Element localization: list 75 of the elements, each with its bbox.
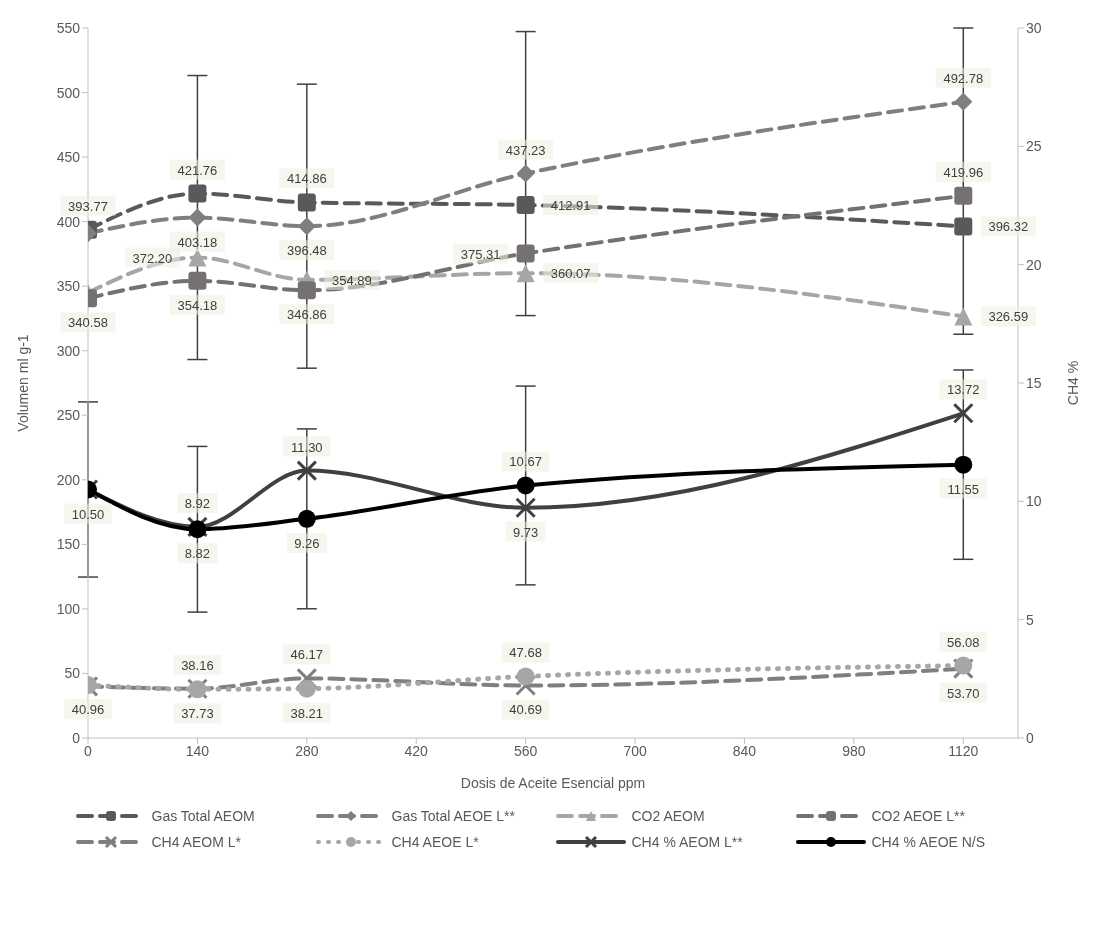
- data-label: 326.59: [988, 309, 1029, 325]
- x-tick-label: 0: [84, 742, 93, 759]
- y2-tick-label: 0: [1026, 729, 1034, 746]
- legend-label: CO2 AEOM: [631, 808, 705, 824]
- data-label: 360.07: [550, 266, 591, 282]
- data-label: 11.55: [947, 481, 980, 497]
- y-tick-label: 400: [56, 213, 81, 230]
- data-label: 37.73: [181, 706, 214, 722]
- data-label: 13.72: [947, 382, 980, 398]
- data-label: 375.31: [460, 246, 501, 262]
- y2-tick-label: 5: [1026, 611, 1034, 628]
- data-label: 396.48: [286, 243, 327, 259]
- y-tick-label: 200: [56, 471, 81, 488]
- data-label: 40.96: [71, 702, 105, 718]
- data-label: 414.86: [286, 171, 327, 187]
- data-label: 403.18: [177, 234, 218, 250]
- y-tick-label: 550: [56, 19, 81, 36]
- x-tick-label: 1120: [948, 742, 979, 759]
- data-label: 9.26: [294, 535, 320, 551]
- data-label: 393.77: [68, 198, 108, 214]
- y2-tick-label: 20: [1026, 256, 1042, 273]
- y-tick-label: 300: [56, 342, 81, 359]
- x-tick-label: 560: [513, 742, 538, 759]
- data-label: 56.08: [947, 634, 980, 650]
- data-label: 40.69: [509, 702, 542, 718]
- data-label: 10.67: [509, 454, 542, 470]
- data-label: 11.30: [291, 439, 323, 455]
- x-tick-label: 700: [623, 742, 647, 759]
- x-tick-label: 420: [404, 742, 429, 759]
- y-tick-label: 450: [56, 149, 81, 166]
- legend-label: CO2 AEOE L**: [871, 808, 965, 824]
- y-tick-label: 350: [56, 278, 81, 295]
- legend-label: CH4 AEOM L*: [151, 834, 241, 850]
- x-tick-label: 140: [185, 742, 210, 759]
- data-label: 9.73: [512, 524, 539, 540]
- data-label: 8.92: [184, 495, 211, 511]
- data-label: 396.32: [988, 219, 1029, 235]
- x-tick-label: 840: [732, 742, 757, 759]
- data-label: 492.78: [943, 70, 984, 86]
- y-tick-label: 150: [56, 536, 81, 553]
- data-label: 38.21: [290, 705, 324, 721]
- legend-label: CH4 AEOE L*: [391, 834, 479, 850]
- y-tick-label: 500: [56, 84, 81, 101]
- y-tick-label: 100: [56, 600, 81, 617]
- data-label: 437.23: [505, 142, 546, 158]
- data-label: 10.50: [71, 506, 105, 522]
- data-label: 340.58: [68, 315, 108, 331]
- data-label: 354.89: [331, 272, 372, 288]
- y-tick-label: 50: [64, 665, 81, 682]
- legend-label: CH4 % AEOE N/S: [871, 834, 986, 850]
- legend-label: Gas Total AEOM: [151, 808, 255, 824]
- data-label: 38.16: [181, 657, 214, 673]
- y2-tick-label: 30: [1026, 19, 1042, 36]
- data-label: 346.86: [286, 307, 327, 323]
- legend-label: CH4 % AEOM L**: [631, 834, 743, 850]
- x-axis-title: Dosis de Aceite Esencial ppm: [460, 775, 646, 791]
- y-tick-label: 0: [72, 729, 81, 746]
- y2-tick-label: 15: [1026, 374, 1042, 391]
- y-tick-label: 250: [56, 407, 81, 424]
- y2-tick-label: 10: [1026, 493, 1042, 510]
- data-label: 419.96: [943, 164, 984, 180]
- data-label: 412.91: [550, 197, 591, 213]
- data-label: 421.76: [177, 162, 218, 178]
- y2-tick-label: 25: [1026, 138, 1042, 155]
- legend-label: Gas Total AEOE L**: [391, 808, 515, 824]
- data-label: 46.17: [290, 647, 324, 663]
- y2-axis-title: CH4 %: [1064, 360, 1081, 406]
- data-label: 354.18: [177, 297, 218, 313]
- y-axis-title: Volumen ml g-1: [14, 334, 31, 432]
- x-tick-label: 280: [295, 742, 319, 759]
- data-label: 372.20: [132, 250, 173, 266]
- x-tick-label: 980: [842, 742, 866, 759]
- data-label: 53.70: [947, 685, 980, 701]
- data-label: 8.82: [184, 546, 211, 562]
- data-label: 47.68: [509, 645, 542, 661]
